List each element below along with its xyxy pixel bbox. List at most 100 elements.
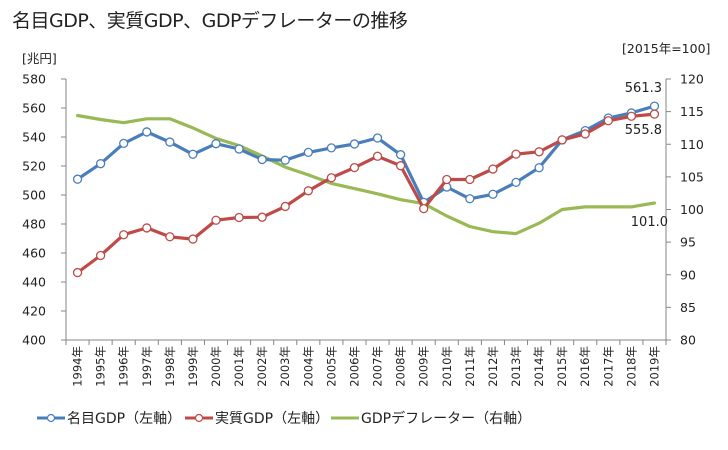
- right-axis-tick-label: 115: [680, 104, 704, 119]
- right-axis-tick-label: 120: [680, 72, 704, 87]
- data-point: [211, 139, 221, 149]
- left-axis-tick-label: 440: [22, 275, 46, 290]
- x-axis-tick-label: 2012年: [486, 346, 500, 387]
- left-axis-unit-label: [兆円]: [22, 51, 57, 66]
- x-axis-tick-label: 2004年: [301, 346, 315, 387]
- left-axis-tick-label: 500: [22, 188, 46, 203]
- x-axis-tick-label: 2010年: [440, 346, 454, 387]
- data-point: [349, 139, 360, 149]
- data-point: [326, 173, 337, 183]
- data-point: [119, 138, 129, 149]
- legend-item-label: 名目GDP（左軸）: [67, 411, 181, 427]
- right-axis-tick-label: 80: [680, 333, 696, 348]
- data-point: [142, 223, 152, 233]
- data-point: [557, 135, 567, 145]
- data-labels: 561.3 555.8 101.0: [625, 81, 668, 230]
- data-point: [72, 267, 83, 278]
- chart-title: 名目GDP、実質GDP、GDPデフレーターの推移: [12, 10, 408, 32]
- data-point: [580, 129, 590, 139]
- right-axis-tick-label: 100: [680, 202, 704, 217]
- data-point: [188, 149, 198, 159]
- x-axis-tick-label: 2002年: [255, 346, 269, 387]
- data-point: [372, 133, 383, 143]
- data-point: [465, 194, 475, 204]
- data-point: [442, 174, 452, 185]
- x-axis-tick-label: 2000年: [209, 346, 223, 387]
- data-point: [465, 174, 475, 185]
- data-point: [119, 230, 129, 240]
- x-axis-tick-label: 1998年: [163, 346, 177, 387]
- data-label-real-gdp: 555.8: [625, 123, 662, 138]
- x-axis-tick-label: 2001年: [232, 346, 246, 387]
- data-point: [488, 189, 498, 199]
- data-point: [72, 174, 83, 184]
- left-axis-tick-label: 400: [22, 333, 46, 348]
- legend-item-label: 実質GDP（左軸）: [215, 411, 329, 427]
- left-axis-tick-label: 560: [22, 101, 46, 116]
- data-point: [626, 111, 637, 121]
- data-point: [234, 144, 244, 154]
- data-point: [303, 147, 313, 158]
- x-axis-tick-label: 2007年: [371, 346, 385, 387]
- left-axis-tick-label: 480: [22, 217, 46, 232]
- data-point: [419, 203, 429, 214]
- x-axis-tick-label: 2006年: [347, 346, 361, 387]
- data-point: [95, 250, 106, 261]
- x-axis-tick-label: 2017年: [601, 346, 615, 387]
- data-point: [511, 149, 521, 159]
- x-axis-tick-label: 1994年: [71, 346, 85, 387]
- x-axis-tick-label: 2019年: [647, 346, 661, 387]
- data-point: [511, 177, 521, 188]
- data-label-nominal-gdp: 561.3: [625, 81, 662, 96]
- x-axis-tick-label: 2008年: [394, 346, 408, 387]
- data-point: [257, 154, 267, 165]
- data-point: [534, 163, 544, 173]
- data-point: [280, 201, 290, 212]
- x-axis-tick-label: 2003年: [278, 346, 292, 387]
- data-point: [280, 155, 290, 165]
- x-axis-tick-label: 2016年: [578, 346, 592, 387]
- series-layer: [72, 101, 660, 278]
- data-point: [649, 109, 660, 119]
- data-point: [257, 212, 267, 222]
- legend-item-label: GDPデフレーター（右軸）: [361, 410, 531, 427]
- right-axis-tick-label: 95: [680, 235, 696, 250]
- x-axis-tick-label: 2014年: [532, 346, 546, 387]
- x-axis-tick-label: 1996年: [117, 346, 131, 387]
- x-axis-tick-label: 2015年: [555, 346, 569, 387]
- right-axis-tick-label: 110: [680, 137, 704, 152]
- x-axis-tick-label: 1995年: [94, 346, 108, 387]
- right-axis-tick-label: 90: [680, 267, 696, 282]
- data-point: [534, 147, 544, 157]
- data-point: [395, 150, 406, 160]
- data-point: [488, 164, 498, 174]
- left-axis-tick-label: 460: [22, 246, 46, 261]
- data-point: [372, 151, 383, 161]
- legend-marker: [194, 413, 204, 423]
- x-axis-tick-label: 1997年: [140, 346, 154, 387]
- data-point: [165, 232, 175, 242]
- data-point: [95, 159, 106, 169]
- right-axis-unit-label: [2015年=100]: [622, 41, 710, 56]
- series-line: [75, 113, 657, 236]
- left-axis-tick-label: 420: [22, 304, 46, 319]
- legend-marker: [46, 413, 56, 423]
- data-point: [649, 101, 660, 111]
- x-axis-tick-label: 2013年: [509, 346, 523, 387]
- data-point: [395, 161, 406, 171]
- data-point: [142, 127, 152, 137]
- axes: 400 420 440 460 480 500 520 540 560 580 80 85 90 95 10…: [22, 72, 704, 387]
- x-axis-tick-label: 2011年: [463, 346, 477, 387]
- data-point: [234, 212, 244, 223]
- data-point: [165, 137, 175, 147]
- left-axis-tick-label: 580: [22, 72, 46, 87]
- right-axis-tick-label: 85: [680, 300, 696, 315]
- x-axis-tick-label: 1999年: [186, 346, 200, 387]
- series-line: [75, 104, 657, 204]
- x-axis-tick-label: 2018年: [624, 346, 638, 387]
- data-point: [326, 143, 337, 153]
- legend: 名目GDP（左軸） 実質GDP（左軸） GDPデフレーター（右軸）: [37, 410, 531, 427]
- x-axis-tick-label: 2005年: [324, 346, 338, 387]
- data-point: [303, 186, 313, 196]
